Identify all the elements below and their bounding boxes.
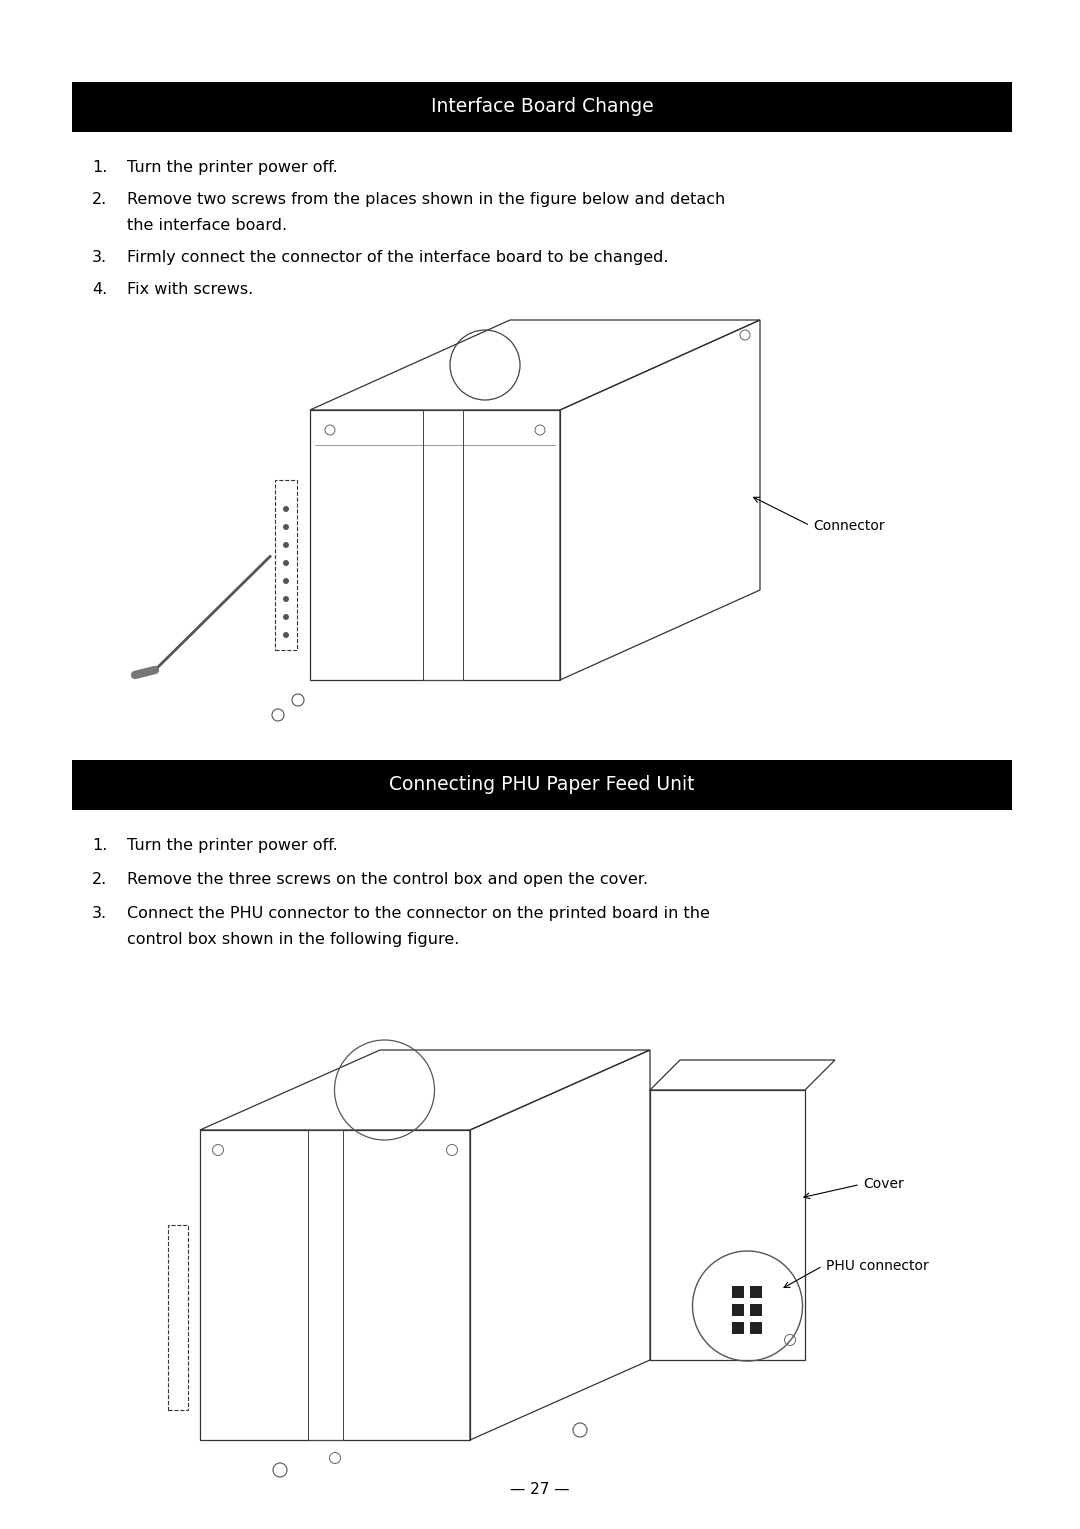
Bar bbox=[750, 1304, 761, 1316]
Bar bbox=[72, 83, 1012, 131]
Circle shape bbox=[283, 596, 289, 602]
Text: Turn the printer power off.: Turn the printer power off. bbox=[127, 838, 338, 853]
Bar bbox=[731, 1323, 743, 1333]
Circle shape bbox=[283, 631, 289, 638]
Text: — 27 —: — 27 — bbox=[510, 1482, 570, 1497]
Text: Connect the PHU connector to the connector on the printed board in the: Connect the PHU connector to the connect… bbox=[127, 907, 710, 920]
Text: 1.: 1. bbox=[92, 838, 107, 853]
Text: Turn the printer power off.: Turn the printer power off. bbox=[127, 161, 338, 174]
Bar bbox=[750, 1286, 761, 1298]
Circle shape bbox=[283, 524, 289, 531]
Text: Connecting PHU Paper Feed Unit: Connecting PHU Paper Feed Unit bbox=[389, 775, 694, 795]
Circle shape bbox=[283, 560, 289, 566]
Text: the interface board.: the interface board. bbox=[127, 219, 287, 232]
Text: 2.: 2. bbox=[92, 193, 107, 206]
Text: PHU connector: PHU connector bbox=[825, 1258, 928, 1274]
Text: control box shown in the following figure.: control box shown in the following figur… bbox=[127, 933, 459, 946]
Text: Remove two screws from the places shown in the figure below and detach: Remove two screws from the places shown … bbox=[127, 193, 726, 206]
Text: Remove the three screws on the control box and open the cover.: Remove the three screws on the control b… bbox=[127, 872, 648, 887]
Circle shape bbox=[283, 615, 289, 619]
Bar bbox=[731, 1286, 743, 1298]
Bar bbox=[750, 1323, 761, 1333]
Text: 4.: 4. bbox=[92, 281, 107, 297]
Text: 1.: 1. bbox=[92, 161, 107, 174]
Text: 2.: 2. bbox=[92, 872, 107, 887]
Text: 3.: 3. bbox=[92, 251, 107, 265]
Text: Fix with screws.: Fix with screws. bbox=[127, 281, 253, 297]
Text: Firmly connect the connector of the interface board to be changed.: Firmly connect the connector of the inte… bbox=[127, 251, 669, 265]
Bar bbox=[731, 1304, 743, 1316]
Circle shape bbox=[283, 541, 289, 547]
Circle shape bbox=[283, 506, 289, 512]
Circle shape bbox=[283, 578, 289, 584]
Bar bbox=[72, 760, 1012, 810]
Text: 3.: 3. bbox=[92, 907, 107, 920]
Text: Connector: Connector bbox=[813, 518, 885, 532]
Text: Interface Board Change: Interface Board Change bbox=[431, 98, 653, 116]
Text: Cover: Cover bbox=[863, 1177, 904, 1191]
